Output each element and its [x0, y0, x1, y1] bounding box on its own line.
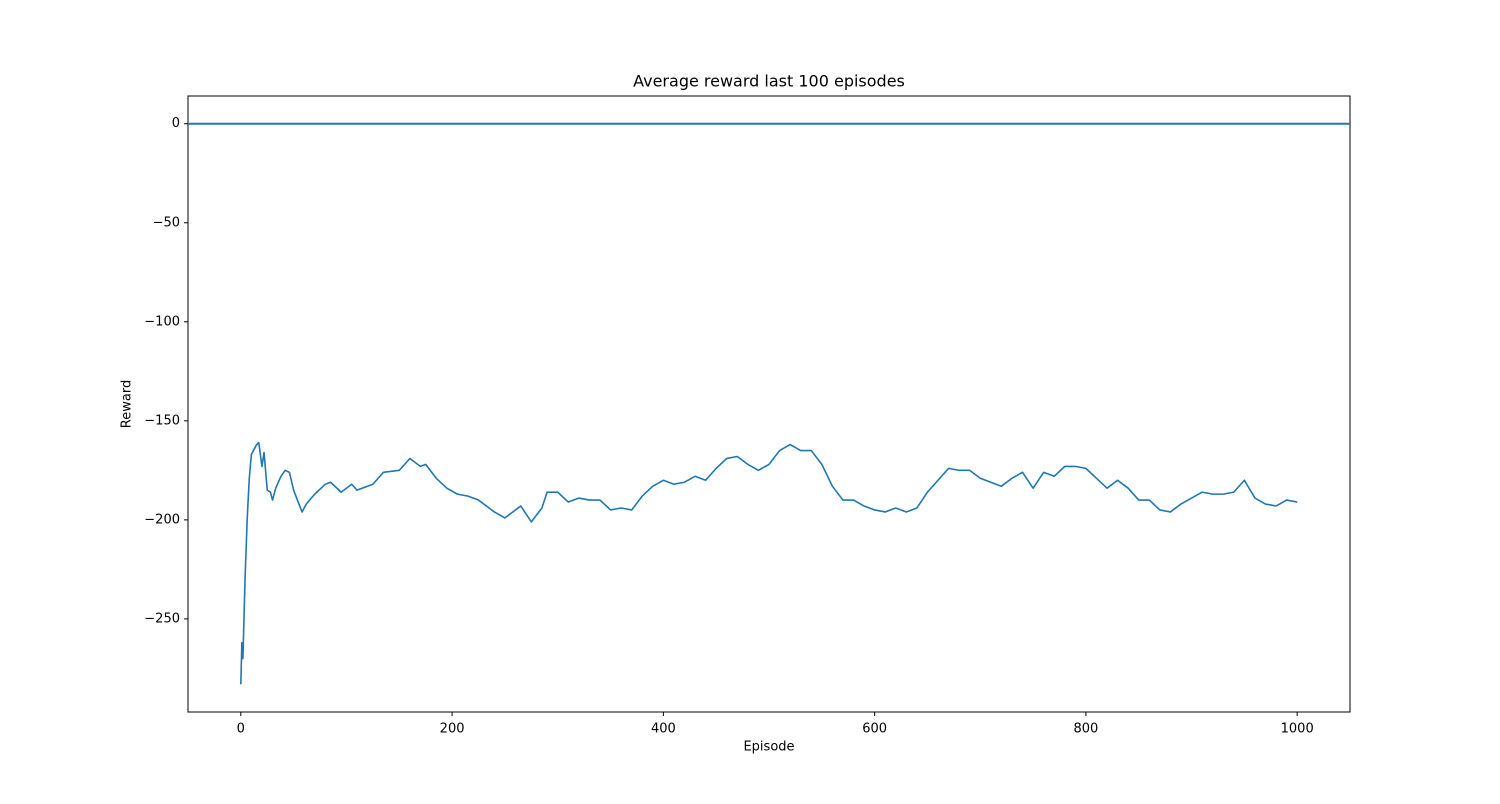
y-tick-label: −150 [144, 413, 180, 428]
y-tick-label: −200 [144, 512, 180, 527]
x-tick-label: 800 [1073, 722, 1098, 737]
y-tick-label: −250 [144, 611, 180, 626]
x-tick-label: 0 [237, 722, 245, 737]
x-tick-label: 600 [862, 722, 887, 737]
x-tick-label: 400 [651, 722, 676, 737]
x-axis-label: Episode [743, 740, 794, 755]
chart-title: Average reward last 100 episodes [633, 72, 905, 91]
x-tick-label: 1000 [1281, 722, 1314, 737]
line [240, 441, 1298, 685]
y-axis-label: Reward [120, 380, 135, 428]
y-tick-label: −50 [153, 215, 180, 230]
plot-frame [187, 95, 1351, 713]
x-tick-label: 200 [440, 722, 465, 737]
y-tick-label: −100 [144, 314, 180, 329]
y-tick-label: 0 [172, 116, 180, 131]
